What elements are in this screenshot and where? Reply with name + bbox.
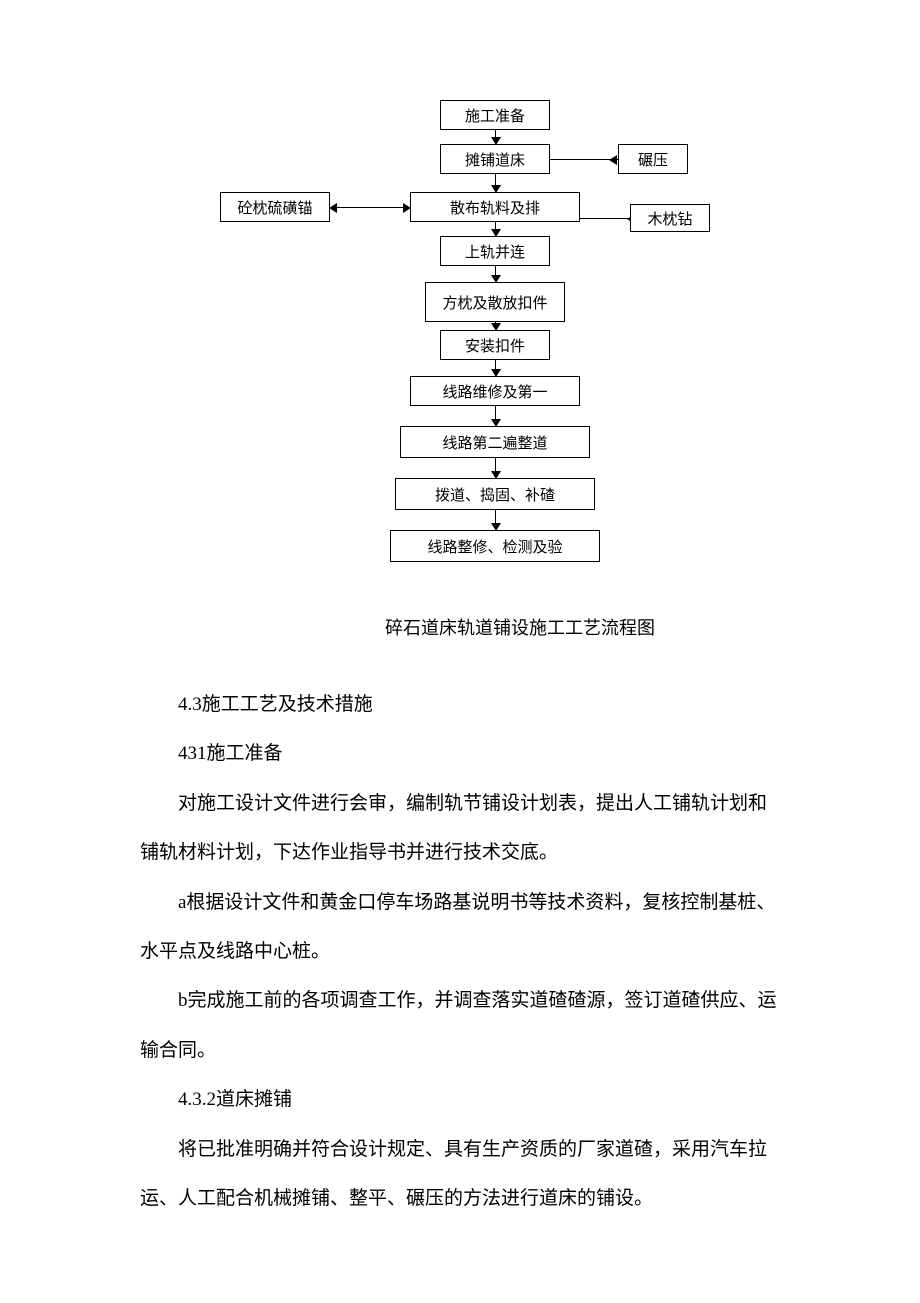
node-upper-rail: 上轨并连 bbox=[440, 236, 550, 266]
node-rolling: 碾压 bbox=[618, 144, 688, 174]
heading-4-3-2: 4.3.2道床摊铺 bbox=[140, 1075, 780, 1124]
node-sulfur-anchor: 砼枕硫磺锚 bbox=[220, 192, 330, 222]
node-inspect: 线路整修、检测及验 bbox=[390, 530, 600, 562]
node-install-fastener: 安装扣件 bbox=[440, 330, 550, 360]
node-wood-drill: 木枕钻 bbox=[630, 204, 710, 232]
node-prep: 施工准备 bbox=[440, 100, 550, 130]
heading-4-3: 4.3施工工艺及技术措施 bbox=[140, 680, 780, 729]
node-tamp-fill: 拨道、捣固、补碴 bbox=[395, 478, 595, 510]
paragraph-2: a根据设计文件和黄金口停车场路基说明书等技术资料，复核控制基桩、水平点及线路中心… bbox=[140, 878, 780, 977]
paragraph-1: 对施工设计文件进行会审，编制轨节铺设计划表，提出人工铺轨计划和铺轨材料计划，下达… bbox=[140, 779, 780, 878]
node-spread-rail: 散布轨料及排 bbox=[410, 192, 580, 222]
node-line-pass-2: 线路第二遍整道 bbox=[400, 426, 590, 458]
paragraph-3: b完成施工前的各项调查工作，并调查落实道碴碴源，签订道碴供应、运输合同。 bbox=[140, 976, 780, 1075]
document-body: 4.3施工工艺及技术措施 431施工准备 对施工设计文件进行会审，编制轨节铺设计… bbox=[140, 680, 780, 1223]
node-line-repair-1: 线路维修及第一 bbox=[410, 376, 580, 406]
paragraph-4: 将已批准明确并符合设计规定、具有生产资质的厂家道碴，采用汽车拉运、人工配合机械摊… bbox=[140, 1125, 780, 1224]
node-sleeper-fastener: 方枕及散放扣件 bbox=[425, 282, 565, 322]
flowchart: 施工准备 摊铺道床 碾压 砼枕硫磺锚 散布轨料及排 木枕钻 上轨并连 方枕及散放… bbox=[240, 100, 880, 610]
flowchart-caption: 碎石道床轨道铺设施工工艺流程图 bbox=[260, 614, 780, 640]
node-spread-bed: 摊铺道床 bbox=[440, 144, 550, 174]
heading-4-3-1: 431施工准备 bbox=[140, 729, 780, 778]
